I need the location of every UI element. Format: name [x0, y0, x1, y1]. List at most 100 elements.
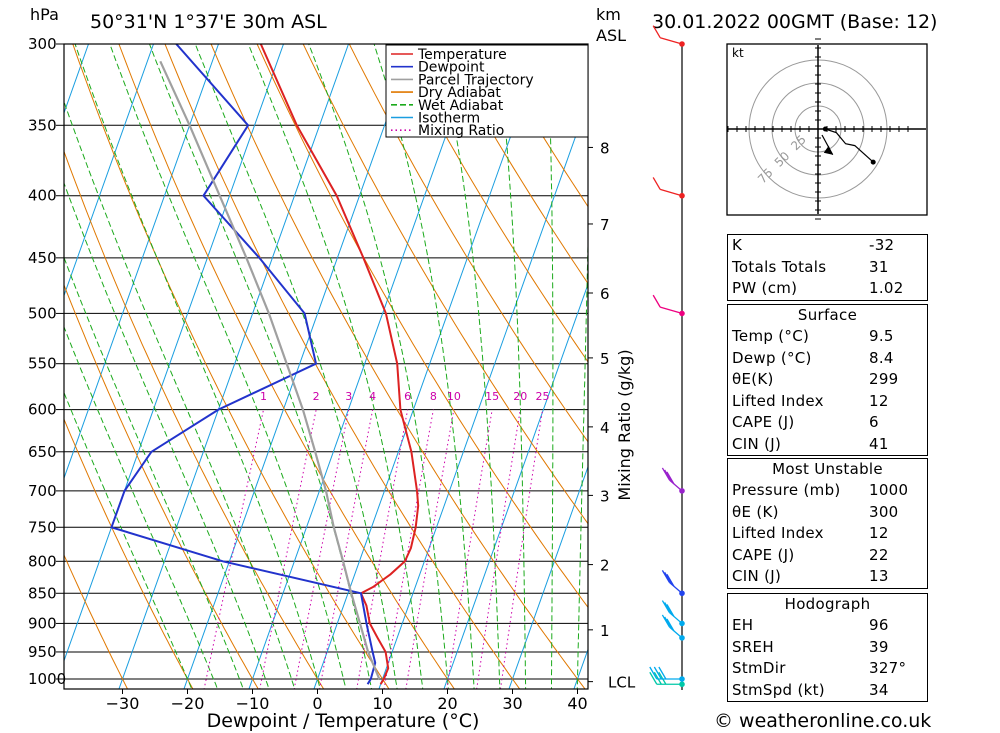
height-tick-label: 3	[600, 487, 610, 505]
wind-barb	[661, 614, 685, 641]
pressure-tick-label: 700	[28, 482, 57, 500]
temperature-tick-label: −30	[106, 694, 140, 713]
height-tick-label: 2	[600, 557, 610, 575]
mu-label: CIN (J)	[732, 567, 782, 585]
surface-value: 8.4	[869, 348, 894, 367]
height-tick-label: 7	[600, 216, 610, 234]
surface-row: Dewp (°C) 8.4	[728, 348, 927, 370]
pressure-tick-label: 850	[28, 584, 57, 602]
dry-adiabat	[72, 44, 390, 689]
asl-label: ASL	[596, 26, 626, 45]
dry-adiabat-lines	[64, 8, 1000, 730]
dry-adiabat	[64, 283, 259, 689]
wind-barb-feather	[666, 471, 675, 485]
wind-barb-feather	[652, 294, 661, 308]
surface-label: Lifted Index	[732, 391, 824, 410]
surface-value: 6	[869, 413, 879, 431]
surface-label: Dewp (°C)	[732, 348, 812, 367]
parcel-trajectory-line	[159, 60, 381, 680]
wind-barb-feather	[664, 469, 673, 483]
mixing-ratio-label: 8	[430, 390, 437, 403]
indices-panel: K -32 Totals Totals 31 PW (cm) 1.02	[727, 234, 928, 301]
dry-adiabat	[256, 44, 588, 609]
legend-label: Dry Adiabat	[418, 85, 501, 101]
mu-value: 1000	[869, 481, 909, 499]
wind-barb-shaft	[659, 188, 683, 197]
surface-value: 299	[869, 370, 899, 388]
mixing-ratio-label: 2	[313, 390, 320, 403]
wet-adiabat	[64, 256, 244, 689]
hodo-row: EH 96	[728, 615, 927, 637]
mixing-ratio-label: 10	[447, 390, 461, 403]
dewpoint-line	[110, 44, 377, 685]
mixing-ratio-label: 4	[369, 390, 376, 403]
pressure-tick-label: 550	[28, 355, 57, 373]
isotherm-20	[443, 282, 588, 689]
index-row-k: K -32	[728, 235, 927, 257]
surface-value: 12	[869, 391, 889, 410]
wind-barb-feather	[661, 600, 670, 613]
datetime-title: 30.01.2022 00GMT (Base: 12)	[652, 11, 937, 33]
wet-adiabat	[373, 44, 475, 689]
hodo-row: SREH 39	[728, 637, 927, 659]
temperature-tick-label: 30	[502, 694, 522, 713]
most-unstable-title: Most Unstable	[772, 460, 883, 478]
wind-barb	[649, 671, 685, 688]
wind-barb-feather	[664, 572, 673, 585]
wind-barb	[661, 570, 685, 597]
wet-adiabat	[437, 44, 501, 689]
hodo-label: StmDir	[732, 659, 786, 677]
pressure-tick-label: 500	[28, 304, 57, 322]
index-row-totals: Totals Totals 31	[728, 257, 927, 279]
mixing-ratio-label: 6	[404, 390, 411, 403]
surface-panel: Surface Temp (°C) 9.5 Dewp (°C) 8.4 θE(K) 2…	[727, 304, 928, 456]
height-tick-label: 8	[600, 139, 610, 157]
location-title: 50°31'N 1°37'E 30m ASL	[90, 11, 327, 33]
wind-barb-feather	[664, 602, 673, 615]
pressure-tick-label: 650	[28, 443, 57, 461]
surface-label: Temp (°C)	[732, 327, 810, 345]
mixing-ratio-labels: 1 2 3 4 6 8 10 15 20 25	[260, 390, 550, 403]
temperature-tick-label: −20	[171, 694, 205, 713]
mixing-ratio-label: 20	[513, 390, 527, 403]
surface-value: 41	[869, 434, 889, 453]
wind-barb-feather	[664, 616, 673, 630]
wind-barb-shaft	[659, 306, 683, 315]
wind-barb-feather	[661, 467, 670, 481]
height-tick-label: 5	[600, 350, 610, 368]
dry-adiabat	[118, 44, 455, 689]
isotherm-30	[508, 465, 588, 689]
mixing-ratio-lines	[203, 409, 544, 689]
mixing-ratio-axis-title: Mixing Ratio (g/kg)	[615, 349, 634, 500]
pressure-axis: 300 350 400 450 500 550 600 650 700 750 800 850 900 9…	[28, 35, 66, 688]
hodo-row: StmSpd (kt) 34	[728, 680, 927, 702]
x-axis-title: Dewpoint / Temperature (°C)	[207, 710, 480, 732]
legend-label: Wet Adiabat	[418, 98, 504, 114]
hodograph-trace	[825, 128, 874, 163]
dry-adiabat	[440, 44, 588, 285]
hodograph-unit: kt	[732, 46, 744, 60]
pressure-tick-label: 750	[28, 518, 57, 536]
dry-adiabat	[164, 44, 521, 689]
mu-label: Pressure (mb)	[732, 481, 841, 499]
wet-adiabat	[194, 44, 398, 689]
dry-adiabat	[302, 44, 588, 525]
wind-barb-feather	[661, 570, 670, 583]
dry-adiabat	[964, 8, 1000, 730]
pressure-tick-label: 950	[28, 643, 57, 661]
wet-adiabat	[74, 44, 321, 689]
mu-row: Lifted Index 12	[728, 523, 927, 545]
pressure-tick-label: 900	[28, 614, 57, 632]
wind-barb-feather	[658, 666, 667, 680]
surface-title: Surface	[797, 306, 858, 324]
isotherm--60	[64, 44, 155, 297]
mu-row: CIN (J) 13	[728, 566, 927, 588]
height-tick-label: 6	[600, 285, 610, 303]
dry-adiabat	[348, 44, 588, 443]
hodo-row: StmDir 327°	[728, 658, 927, 680]
hodograph-table-panel: Hodograph EH 96 SREH 39 StmDir 327° StmSpd …	[727, 593, 928, 702]
isotherm--50	[64, 44, 220, 480]
mixing-ratio-label: 15	[485, 390, 499, 403]
